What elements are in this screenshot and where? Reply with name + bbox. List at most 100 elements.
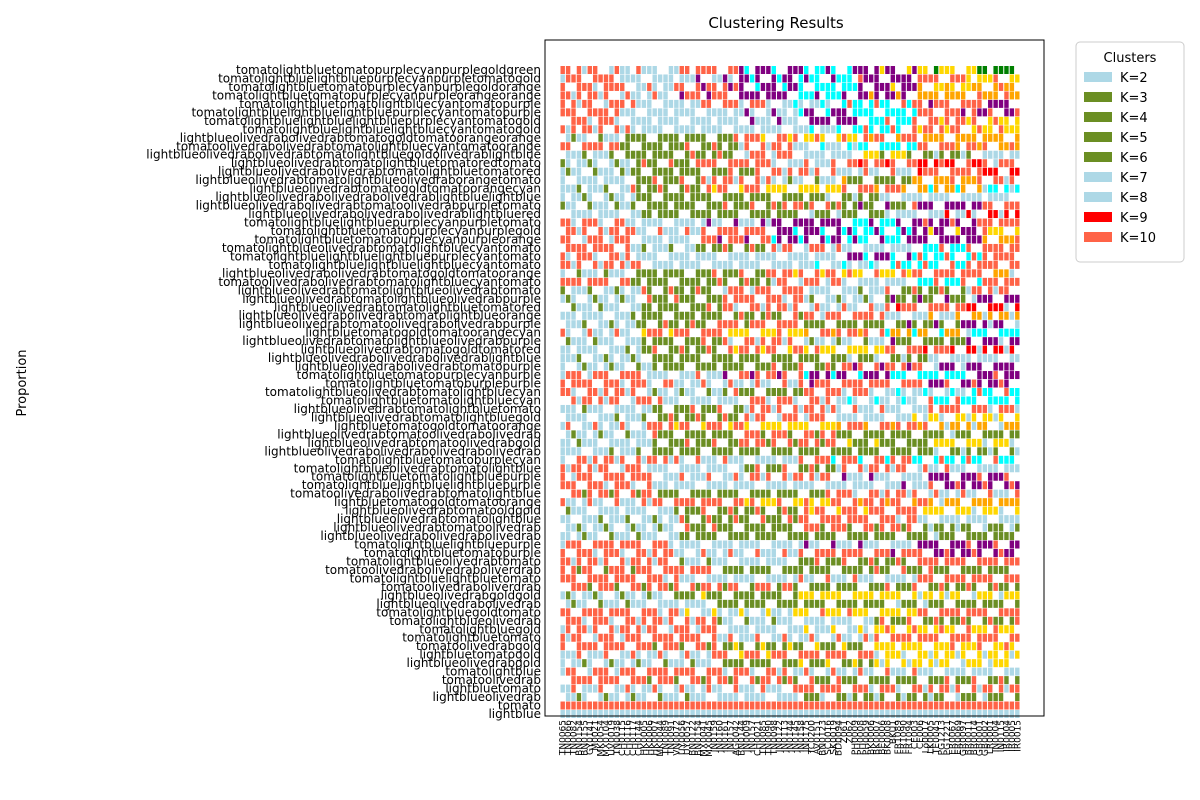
bar-segment — [993, 133, 998, 142]
bar-segment — [966, 66, 971, 74]
bar-segment — [988, 133, 993, 142]
bar-segment — [977, 108, 982, 117]
bar-segment — [928, 201, 933, 210]
bar-segment — [841, 210, 847, 219]
bar-segment — [950, 311, 955, 320]
bar-segment — [1015, 710, 1020, 718]
bar-segment — [657, 311, 663, 320]
bar-segment — [706, 99, 712, 108]
bar-segment — [933, 74, 939, 83]
bar-segment — [663, 303, 668, 312]
bar-segment — [841, 574, 847, 583]
bar-segment — [657, 608, 663, 617]
bar-segment — [939, 438, 944, 447]
bar-segment — [728, 159, 733, 168]
bar-segment — [609, 99, 614, 108]
bar-segment — [885, 66, 890, 74]
bar-segment — [560, 371, 565, 380]
bar-segment — [809, 294, 814, 303]
bar-segment — [717, 447, 722, 456]
bar-segment — [739, 252, 744, 261]
bar-segment — [701, 413, 706, 422]
bar-segment — [571, 582, 576, 591]
bar-segment — [598, 464, 603, 473]
bar-segment — [977, 540, 982, 549]
bar-segment — [766, 608, 771, 617]
bar-segment — [988, 243, 993, 252]
x-tick-label: CE003 — [910, 720, 920, 749]
bar-segment — [988, 523, 993, 532]
bar-segment — [988, 582, 993, 591]
bar-segment — [592, 184, 598, 193]
bar-segment — [620, 379, 625, 388]
bar-segment — [858, 565, 863, 574]
bar-segment — [744, 557, 749, 566]
bar-segment — [906, 701, 912, 710]
bar-segment — [917, 684, 923, 693]
bar-segment — [744, 684, 749, 693]
bar-segment — [901, 574, 906, 583]
bar-segment — [722, 650, 728, 659]
bar-segment — [641, 159, 647, 168]
bar-segment — [776, 396, 782, 405]
bar-segment — [896, 413, 901, 422]
bar-segment — [944, 464, 950, 473]
bar-segment — [798, 549, 804, 557]
bar-segment — [820, 565, 825, 574]
bar-segment — [592, 642, 598, 651]
bar-segment — [966, 286, 971, 295]
bar-segment — [847, 82, 852, 91]
bar-segment — [576, 693, 582, 702]
bar-segment — [684, 311, 690, 320]
bar-segment — [614, 582, 620, 591]
bar-segment — [636, 659, 641, 668]
bar-segment — [998, 362, 1004, 371]
bar-segment — [571, 294, 576, 303]
bar-segment — [950, 481, 955, 490]
bar-segment — [603, 74, 609, 83]
bar-segment — [766, 116, 771, 125]
bar-segment — [966, 489, 971, 498]
bar-segment — [993, 549, 998, 557]
bar-segment — [679, 91, 684, 100]
bar-segment — [733, 379, 739, 388]
bar-segment — [1015, 421, 1020, 430]
bar-segment — [603, 676, 609, 685]
bar-segment — [690, 210, 695, 219]
bar-segment — [679, 184, 684, 193]
bar-segment — [782, 557, 787, 566]
bar-segment — [609, 303, 614, 312]
bar-segment — [657, 616, 663, 625]
bar-segment — [825, 252, 831, 261]
bar-segment — [560, 142, 565, 151]
bar-segment — [906, 506, 912, 515]
bar-segment — [603, 430, 609, 439]
bar-segment — [879, 286, 885, 295]
bar-segment — [988, 565, 993, 574]
bar-segment — [663, 82, 668, 91]
bar-segment — [971, 599, 977, 608]
bar-segment — [679, 642, 684, 651]
bar-segment — [728, 701, 733, 710]
bar-segment — [982, 201, 988, 210]
bar-segment — [739, 286, 744, 295]
bar-segment — [668, 150, 674, 159]
bar-segment — [749, 659, 755, 668]
bar-segment — [766, 421, 771, 430]
bar-segment — [620, 218, 625, 227]
bar-segment — [793, 693, 798, 702]
bar-segment — [755, 565, 760, 574]
bar-segment — [744, 260, 749, 269]
bar-segment — [587, 379, 592, 388]
bar-segment — [592, 447, 598, 456]
bar-segment — [744, 430, 749, 439]
bar-segment — [912, 82, 917, 91]
bar-segment — [776, 243, 782, 252]
bar-segment — [641, 396, 647, 405]
bar-segment — [793, 108, 798, 117]
bar-segment — [776, 116, 782, 125]
bar-segment — [706, 328, 712, 337]
bar-segment — [841, 176, 847, 185]
bar-segment — [1009, 591, 1015, 600]
bar-segment — [933, 133, 939, 142]
